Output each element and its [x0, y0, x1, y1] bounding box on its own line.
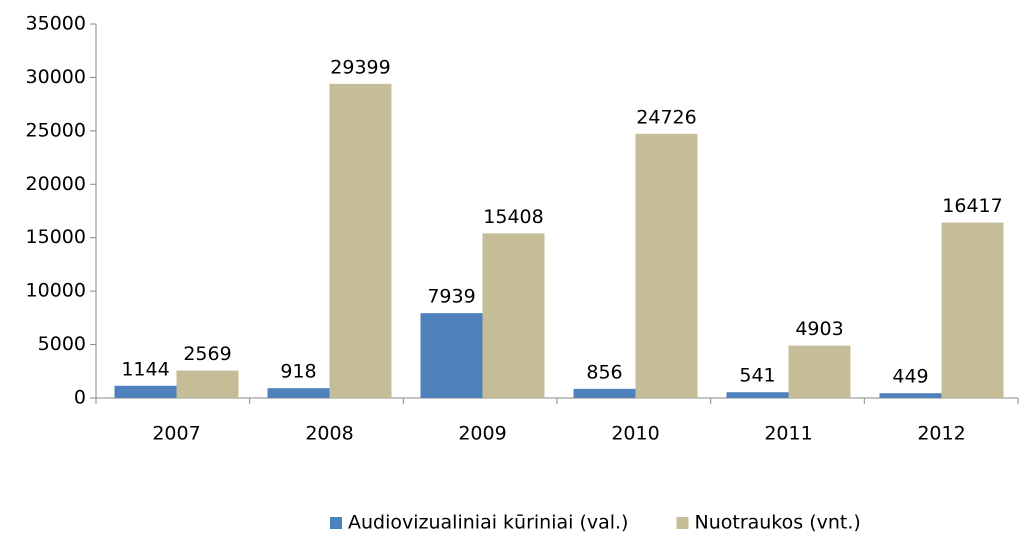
data-label: 918 — [280, 361, 316, 383]
data-label: 15408 — [483, 206, 543, 228]
y-tick-label: 5000 — [38, 333, 86, 355]
data-label: 541 — [739, 365, 775, 387]
bar — [788, 345, 851, 398]
bar — [420, 313, 483, 398]
data-label: 449 — [892, 366, 928, 388]
data-label: 1144 — [121, 358, 169, 380]
y-tick-label: 15000 — [26, 226, 86, 248]
data-label: 2569 — [183, 343, 231, 365]
bar — [879, 393, 942, 398]
x-tick-label: 2011 — [764, 423, 812, 445]
bar — [176, 370, 239, 398]
y-tick-label: 0 — [74, 387, 86, 409]
data-label: 24726 — [636, 106, 696, 128]
x-tick-label: 2010 — [611, 423, 659, 445]
x-tick-label: 2009 — [458, 423, 506, 445]
data-label: 7939 — [427, 286, 475, 308]
bar — [114, 385, 177, 398]
bar — [267, 388, 330, 398]
x-tick-label: 2012 — [917, 423, 965, 445]
y-tick-label: 30000 — [26, 66, 86, 88]
legend-label: Nuotraukos (vnt.) — [694, 512, 860, 534]
data-label: 16417 — [942, 195, 1002, 217]
x-tick-label: 2008 — [305, 423, 353, 445]
bar — [941, 222, 1004, 398]
bar — [329, 83, 392, 399]
y-tick-label: 20000 — [26, 173, 86, 195]
legend-label: Audiovizualiniai kūriniai (val.) — [348, 512, 628, 534]
bar — [573, 388, 636, 398]
y-tick-label: 35000 — [26, 13, 86, 35]
y-tick-label: 25000 — [26, 119, 86, 141]
data-label: 29399 — [330, 56, 390, 78]
bar — [726, 392, 789, 398]
legend-swatch — [330, 517, 342, 529]
legend-swatch — [676, 517, 689, 529]
x-tick-label: 2007 — [152, 423, 200, 445]
bar — [635, 133, 698, 398]
bar — [482, 233, 545, 398]
y-tick-label: 10000 — [26, 280, 86, 302]
data-label: 4903 — [795, 318, 843, 340]
data-label: 856 — [586, 361, 622, 383]
